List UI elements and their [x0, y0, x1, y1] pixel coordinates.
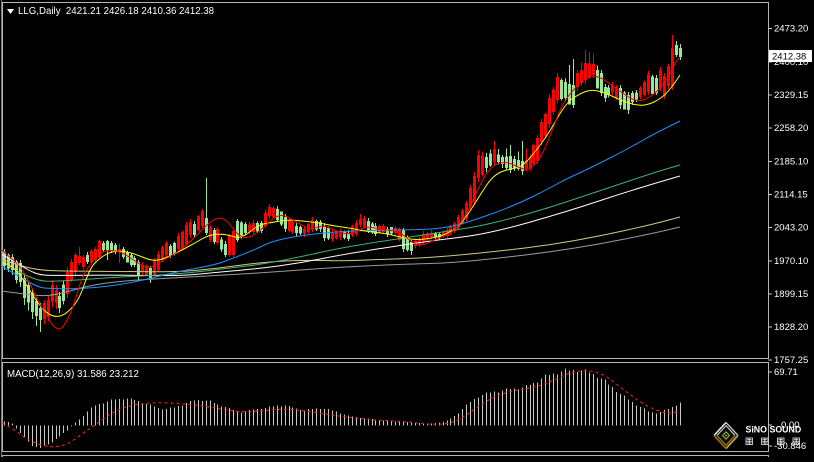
svg-text:0.00: 0.00 [781, 420, 800, 431]
svg-text:1899.15: 1899.15 [774, 289, 808, 300]
svg-text:1757.25: 1757.25 [774, 355, 808, 366]
svg-text:69.71: 69.71 [774, 367, 798, 378]
svg-text:SiNO SOUND: SiNO SOUND [746, 425, 802, 435]
svg-text:LLG,Daily 2421.21 2426.18 241: LLG,Daily 2421.21 2426.18 2410.36 2412.3… [18, 6, 214, 17]
svg-text:2473.20: 2473.20 [774, 24, 808, 35]
svg-text:-30.846: -30.846 [774, 441, 806, 452]
svg-text:2258.20: 2258.20 [774, 123, 808, 134]
svg-text:2185.10: 2185.10 [774, 157, 808, 168]
svg-text:1970.10: 1970.10 [774, 256, 808, 267]
svg-text:1828.20: 1828.20 [774, 322, 808, 333]
svg-text:MACD(12,26,9) 31.586 23.212: MACD(12,26,9) 31.586 23.212 [7, 369, 139, 380]
svg-text:2400.10: 2400.10 [774, 57, 808, 68]
svg-text:2043.20: 2043.20 [774, 223, 808, 234]
svg-text:2329.15: 2329.15 [774, 90, 808, 101]
svg-text:2114.15: 2114.15 [774, 190, 808, 201]
svg-text:2412.38: 2412.38 [772, 52, 806, 63]
